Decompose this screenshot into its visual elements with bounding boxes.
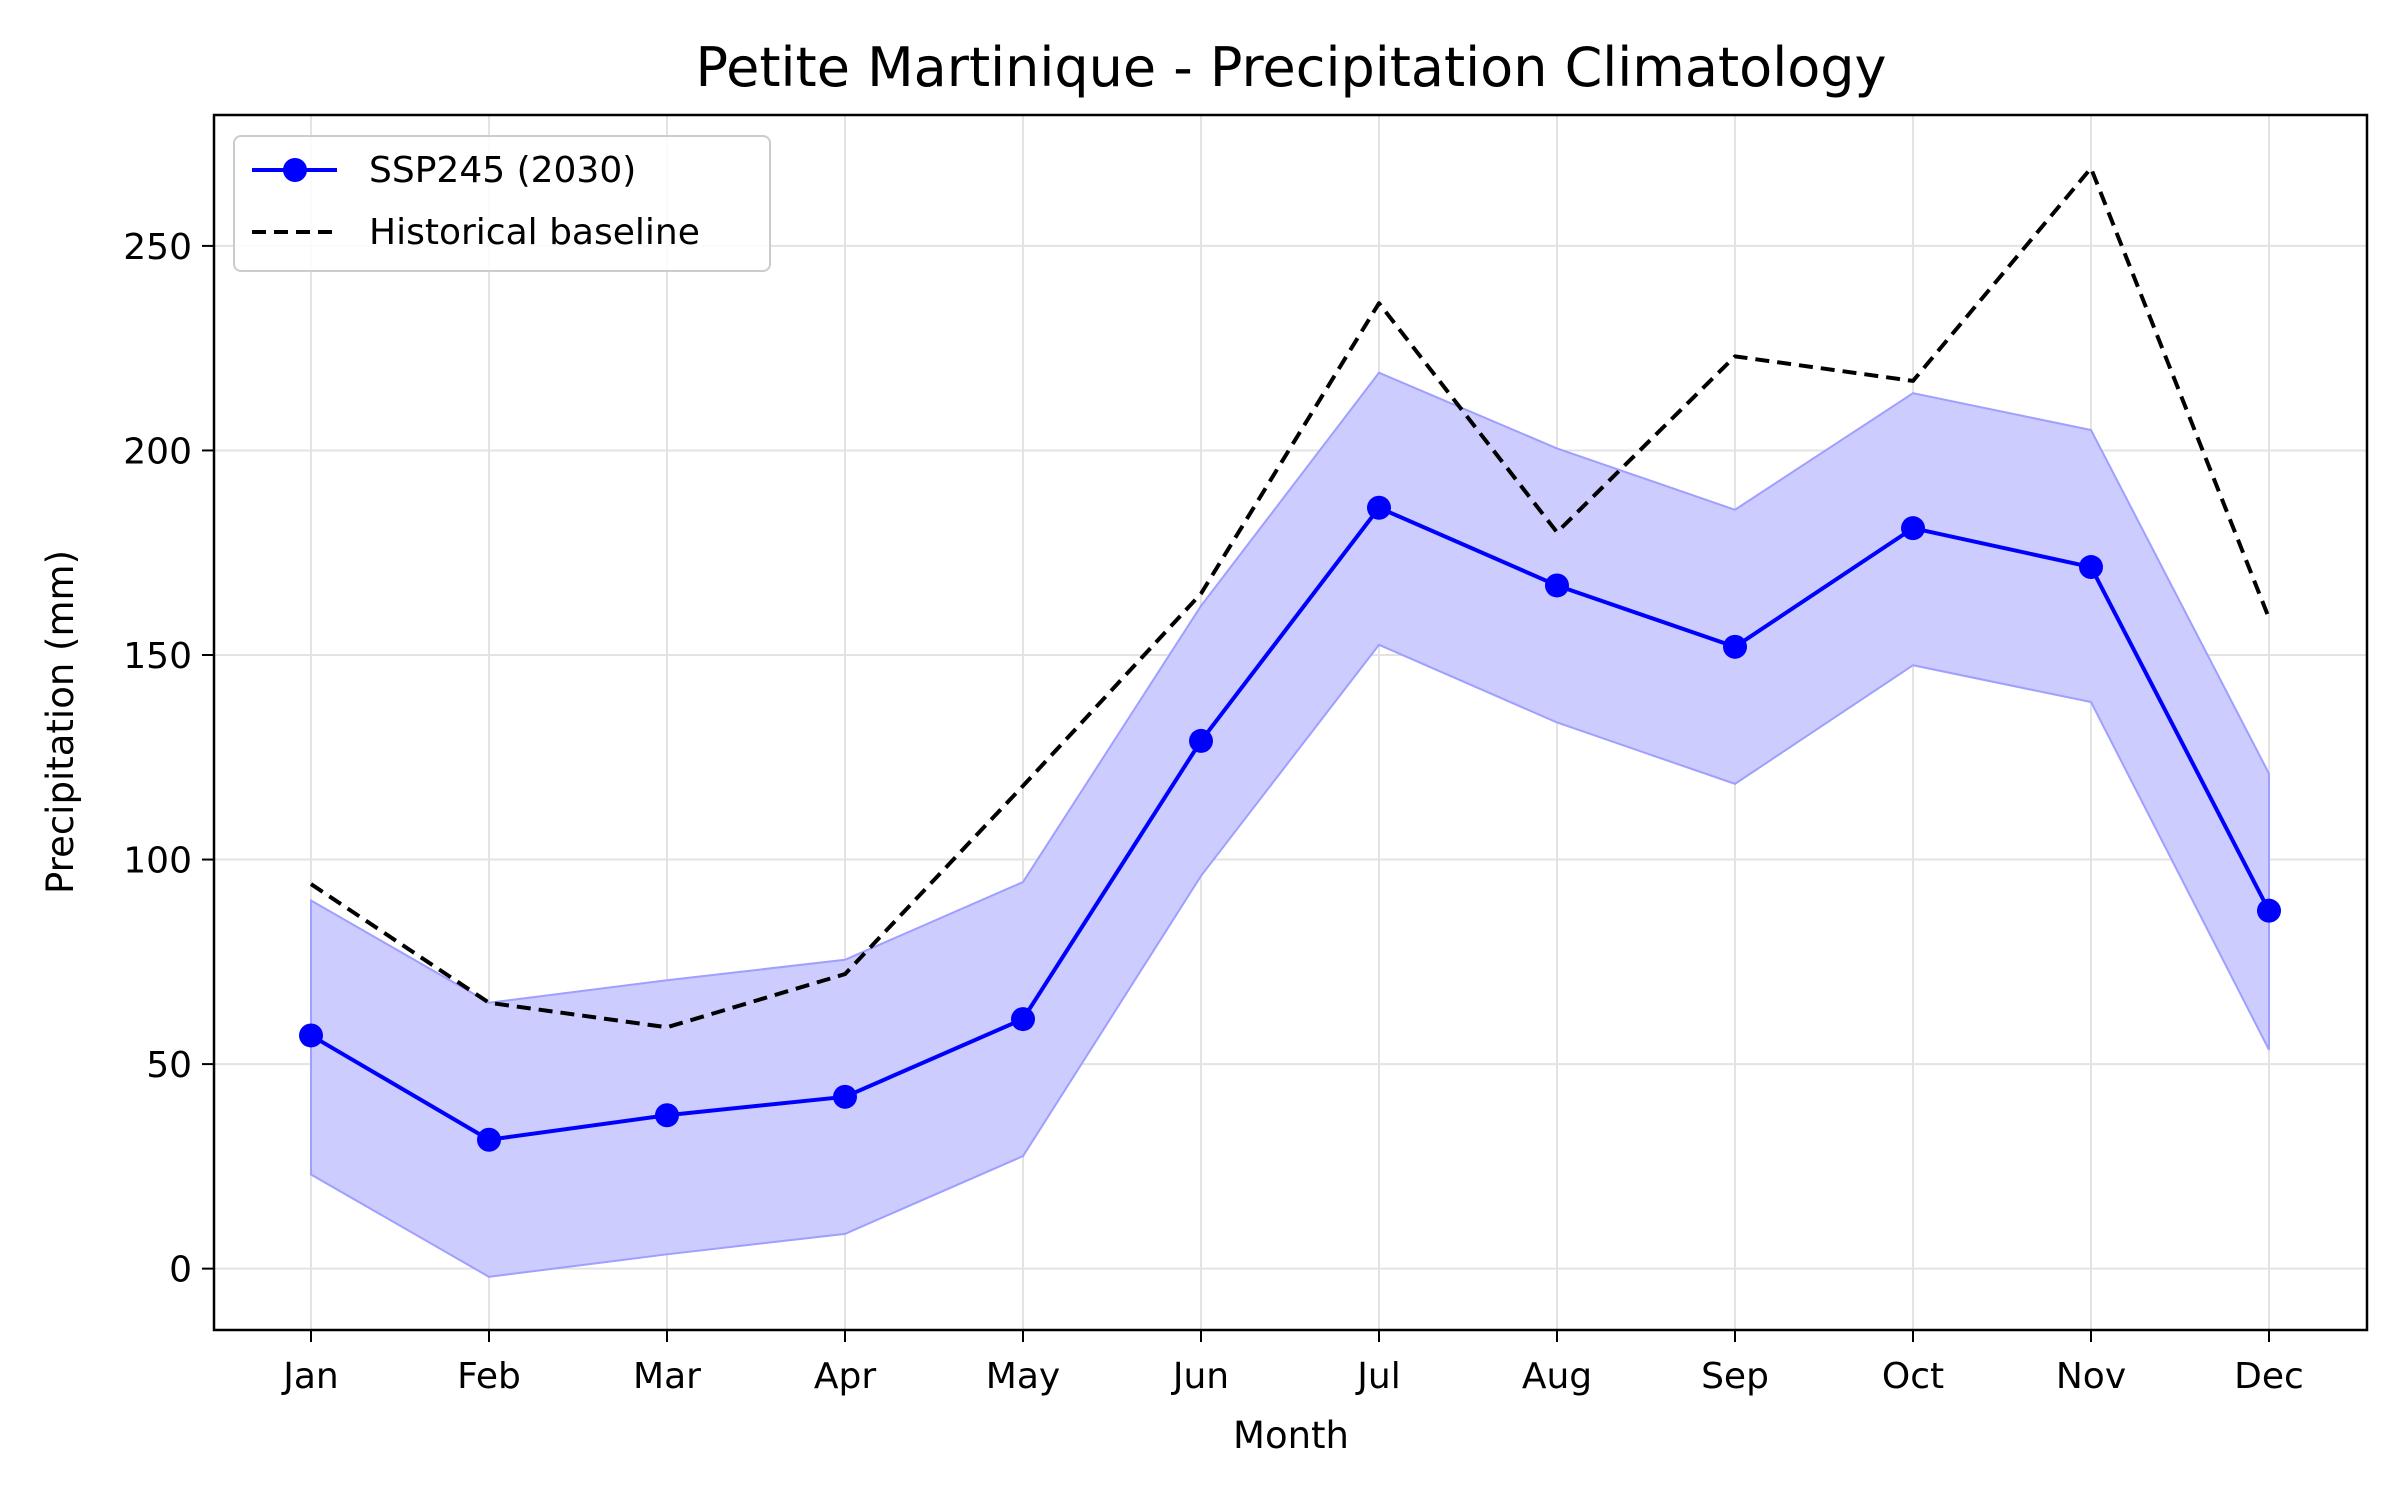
legend-label-historical: Historical baseline [369,212,700,253]
y-axis-label: Precipitation (mm) [39,550,82,894]
legend-label-ssp245: SSP245 (2030) [369,150,636,191]
data-point-ssp245-2030-jan [299,1023,323,1048]
data-point-ssp245-2030-dec [2257,898,2281,923]
data-point-ssp245-2030-aug [1545,573,1569,598]
data-point-ssp245-2030-jul [1367,495,1391,520]
x-tick-label-mar: Mar [633,1356,701,1397]
data-point-ssp245-2030-apr [833,1084,857,1109]
data-point-ssp245-2030-sep [1723,634,1747,659]
range-band-ssp245-2030 [310,371,2270,1278]
legend-box [233,135,771,272]
x-axis-label: Month [1233,1414,1349,1457]
axes: Jan Feb Mar Apr May Jun Jul Aug Sep Oct Nov Dec 0 50 1… [123,227,2304,1397]
y-tick-label-150: 150 [123,636,192,677]
data-point-ssp245-2030-feb [477,1127,501,1152]
series-line-ssp245-2030 [309,505,2271,1142]
y-tick-label-0: 0 [169,1250,192,1291]
legend-marker-ssp245 [283,158,307,182]
y-tick-label-250: 250 [123,227,192,268]
x-tick-label-dec: Dec [2234,1356,2304,1397]
y-tick-label-200: 200 [123,431,192,472]
data-point-ssp245-2030-oct [1901,516,1925,541]
x-tick-label-may: May [986,1356,1060,1397]
x-tick-label-sep: Sep [1701,1356,1769,1397]
x-tick-label-oct: Oct [1882,1356,1944,1397]
chart-title: Petite Martinique - Precipitation Climat… [695,36,1886,99]
data-point-ssp245-2030-mar [655,1103,679,1128]
data-point-ssp245-2030-nov [2079,555,2103,580]
series-layer [299,166,2281,1152]
x-tick-label-jul: Jul [1355,1356,1400,1397]
plot-frame [212,113,2369,1332]
x-tick-label-nov: Nov [2056,1356,2126,1397]
x-tick-label-jun: Jun [1171,1356,1229,1397]
x-tick-label-apr: Apr [814,1356,876,1397]
data-point-ssp245-2030-jun [1189,728,1213,753]
x-tick-label-aug: Aug [1522,1356,1592,1397]
y-tick-label-50: 50 [146,1045,192,1086]
range-band-layer [310,371,2270,1278]
y-tick-label-100: 100 [123,841,192,882]
data-point-ssp245-2030-may [1011,1007,1035,1032]
x-tick-label-jan: Jan [281,1356,339,1397]
series-line-historical-baseline [309,166,2271,1030]
grid [214,115,2367,1330]
legend: SSP245 (2030) Historical baseline [233,135,771,272]
x-tick-label-feb: Feb [457,1356,521,1397]
